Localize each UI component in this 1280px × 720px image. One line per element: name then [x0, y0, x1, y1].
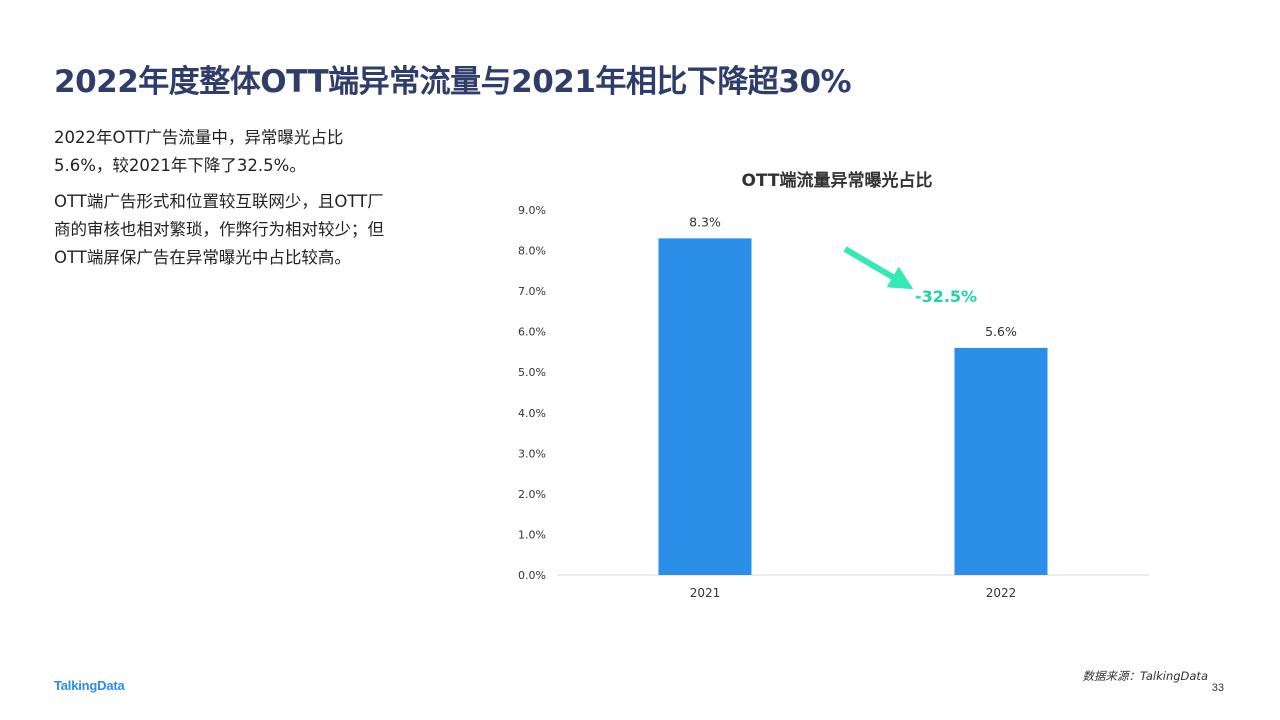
y-tick-label: 1.0% — [518, 528, 546, 541]
description-text: 2022年OTT广告流量中，异常曝光占比5.6%，较2021年下降了32.5%。… — [54, 124, 394, 280]
brand-logo: TalkingData — [54, 678, 125, 693]
data-source: 数据来源：TalkingData — [1082, 669, 1208, 683]
x-axis: 2021 2022 — [690, 586, 1017, 600]
y-tick-label: 2.0% — [518, 488, 546, 501]
y-axis: 0.0% 1.0% 2.0% 3.0% 4.0% 5.0% 6.0% 7.0% 8.0% 9.0% — [518, 204, 546, 582]
bar-2021 — [658, 238, 752, 575]
paragraph-detail: OTT端广告形式和位置较互联网少，且OTT厂商的审核也相对繁琐，作弊行为相对较少… — [54, 192, 384, 267]
y-tick-label: 4.0% — [518, 407, 546, 420]
bar-2022 — [954, 347, 1048, 575]
y-tick-label: 5.0% — [518, 366, 546, 379]
y-tick-label: 3.0% — [518, 447, 546, 460]
decrease-arrow-icon — [843, 246, 914, 290]
page-number: 33 — [1211, 682, 1224, 694]
x-tick-label: 2021 — [690, 586, 721, 600]
x-tick-label: 2022 — [986, 586, 1017, 600]
y-tick-label: 9.0% — [518, 204, 546, 217]
paragraph-summary: 2022年OTT广告流量中，异常曝光占比5.6%，较2021年下降了32.5%。 — [54, 128, 344, 175]
data-label: 8.3% — [689, 214, 721, 229]
y-tick-label: 6.0% — [518, 326, 546, 339]
y-tick-label: 0.0% — [518, 569, 546, 582]
bars: 8.3% 5.6% — [658, 214, 1048, 575]
page-title: 2022年度整体OTT端异常流量与2021年相比下降超30% — [54, 64, 852, 100]
chart-title: OTT端流量异常曝光占比 — [741, 170, 932, 191]
y-tick-label: 8.0% — [518, 245, 546, 258]
data-label: 5.6% — [985, 324, 1017, 339]
y-tick-label: 7.0% — [518, 285, 546, 298]
change-annotation: -32.5% — [915, 287, 977, 306]
